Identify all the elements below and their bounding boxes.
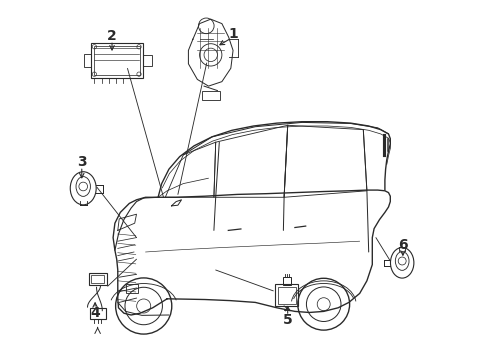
Bar: [202, 91, 219, 99]
Bar: [91, 43, 142, 78]
Bar: [84, 54, 91, 67]
Text: 4: 4: [90, 306, 100, 320]
Bar: [282, 277, 291, 285]
Bar: [91, 275, 104, 283]
Text: 3: 3: [77, 155, 86, 169]
Bar: [89, 308, 105, 319]
Text: 2: 2: [107, 29, 117, 43]
Bar: [88, 273, 106, 285]
Text: 1: 1: [228, 27, 238, 41]
Text: 6: 6: [397, 238, 407, 252]
Bar: [125, 284, 138, 293]
Bar: [94, 46, 140, 75]
Bar: [142, 55, 151, 66]
Text: 5: 5: [282, 314, 292, 327]
Bar: [275, 284, 298, 306]
Bar: [277, 287, 296, 304]
